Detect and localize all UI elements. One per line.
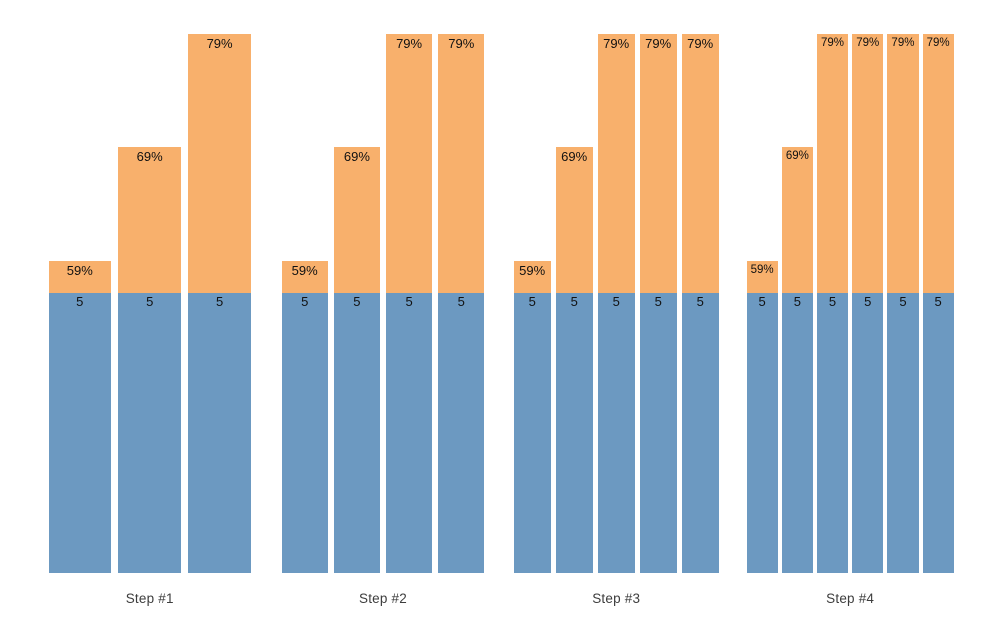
bar-segment-base: 5 — [597, 292, 635, 573]
group-label-4: Step #4 — [826, 591, 875, 606]
bar-top-label: 79% — [821, 36, 845, 49]
bar-base-label: 5 — [353, 293, 361, 309]
bar-base-label: 5 — [612, 293, 620, 309]
bar-group4-6: 79% 5 — [922, 33, 954, 573]
bar-base-label: 5 — [828, 293, 837, 309]
bar-top-label: 69% — [785, 150, 809, 163]
bar-segment-top: 79% — [385, 33, 433, 293]
bar-segment-base: 5 — [333, 292, 381, 573]
bar-segment-base: 5 — [385, 292, 433, 573]
bar-group1-3: 79% 5 — [188, 33, 251, 573]
bar-base-label: 5 — [146, 293, 154, 309]
group-label-1: Step #1 — [125, 591, 174, 606]
bar-segment-base: 5 — [48, 292, 112, 573]
bar-top-label: 79% — [645, 35, 672, 51]
bar-segment-base: 5 — [281, 292, 328, 573]
bar-base-label: 5 — [76, 293, 84, 309]
bar-group2-2: 69% 5 — [333, 147, 381, 573]
bar-segment-base: 5 — [118, 292, 181, 573]
bar-base-label: 5 — [696, 293, 704, 309]
bar-group1-1: 59% 5 — [48, 260, 112, 573]
bar-segment-base: 5 — [887, 292, 919, 573]
bar-group4-3: 79% 5 — [816, 33, 849, 573]
bar-top-label: 79% — [206, 35, 233, 51]
bar-segment-base: 5 — [816, 292, 849, 573]
bar-top-label: 79% — [687, 35, 714, 51]
bar-group3-5: 79% 5 — [681, 33, 719, 573]
bar-top-label: 79% — [396, 35, 423, 51]
bar-segment-top: 79% — [597, 33, 635, 293]
bar-group2-1: 59% 5 — [281, 260, 328, 573]
bar-top-label: 59% — [519, 262, 546, 278]
bar-segment-top: 79% — [438, 33, 485, 293]
bar-segment-top: 79% — [639, 33, 677, 293]
bar-segment-top: 69% — [333, 147, 381, 293]
bar-top-label: 69% — [136, 149, 163, 165]
bar-group3-1: 59% 5 — [513, 260, 551, 573]
bar-segment-top: 79% — [852, 33, 884, 293]
bar-top-label: 79% — [926, 36, 950, 49]
bar-top-label: 79% — [856, 36, 880, 49]
bar-segment-base: 5 — [438, 292, 485, 573]
bar-group3-3: 79% 5 — [597, 33, 635, 573]
bar-top-label: 59% — [291, 262, 318, 278]
bar-top-label: 69% — [561, 149, 588, 165]
bar-base-label: 5 — [215, 293, 224, 309]
bar-top-label: 79% — [603, 35, 630, 51]
bar-group1-2: 69% 5 — [118, 147, 181, 573]
bar-segment-base: 5 — [922, 292, 954, 573]
bar-group3-4: 79% 5 — [639, 33, 677, 573]
bar-segment-base: 5 — [513, 292, 551, 573]
bar-segment-top: 59% — [281, 260, 328, 293]
bar-base-label: 5 — [793, 293, 801, 309]
bar-base-label: 5 — [457, 293, 465, 309]
bar-base-label: 5 — [934, 293, 942, 309]
bar-base-label: 5 — [301, 293, 309, 309]
bar-segment-base: 5 — [746, 292, 778, 573]
bar-base-label: 5 — [405, 293, 413, 309]
bar-segment-top: 59% — [746, 260, 778, 293]
bar-segment-top: 59% — [48, 260, 112, 293]
bar-top-label: 79% — [891, 36, 915, 49]
bar-segment-top: 79% — [816, 33, 849, 293]
bar-segment-base: 5 — [188, 292, 251, 573]
bar-top-label: 69% — [343, 149, 370, 165]
group-label-2: Step #2 — [359, 591, 407, 606]
bar-segment-base: 5 — [781, 292, 813, 573]
bar-group4-2: 69% 5 — [781, 147, 813, 573]
bar-segment-base: 5 — [681, 292, 719, 573]
bar-group4-4: 79% 5 — [852, 33, 884, 573]
bar-segment-top: 69% — [118, 147, 181, 293]
bar-segment-top: 59% — [513, 260, 551, 293]
bar-base-label: 5 — [864, 293, 872, 309]
bar-base-label: 5 — [899, 293, 907, 309]
bar-base-label: 5 — [570, 293, 578, 309]
bar-base-label: 5 — [758, 293, 766, 309]
bar-group3-2: 69% 5 — [555, 147, 593, 573]
bar-segment-top: 79% — [681, 33, 719, 293]
group-label-3: Step #3 — [592, 591, 641, 606]
bar-segment-top: 69% — [555, 147, 593, 293]
bar-segment-base: 5 — [555, 292, 593, 573]
bar-segment-base: 5 — [639, 292, 677, 573]
bar-base-label: 5 — [654, 293, 662, 309]
bar-top-label: 59% — [66, 262, 93, 278]
bar-group4-5: 79% 5 — [887, 33, 919, 573]
bar-base-label: 5 — [528, 293, 536, 309]
bar-segment-top: 79% — [922, 33, 954, 293]
bar-group2-3: 79% 5 — [385, 33, 433, 573]
bar-group2-4: 79% 5 — [438, 33, 485, 573]
bar-group4-1: 59% 5 — [746, 260, 778, 573]
bar-top-label: 79% — [448, 35, 475, 51]
bar-segment-top: 79% — [887, 33, 919, 293]
bar-top-label: 59% — [750, 263, 774, 276]
bar-segment-base: 5 — [852, 292, 884, 573]
bar-segment-top: 79% — [188, 33, 251, 293]
bar-segment-top: 69% — [781, 147, 813, 293]
